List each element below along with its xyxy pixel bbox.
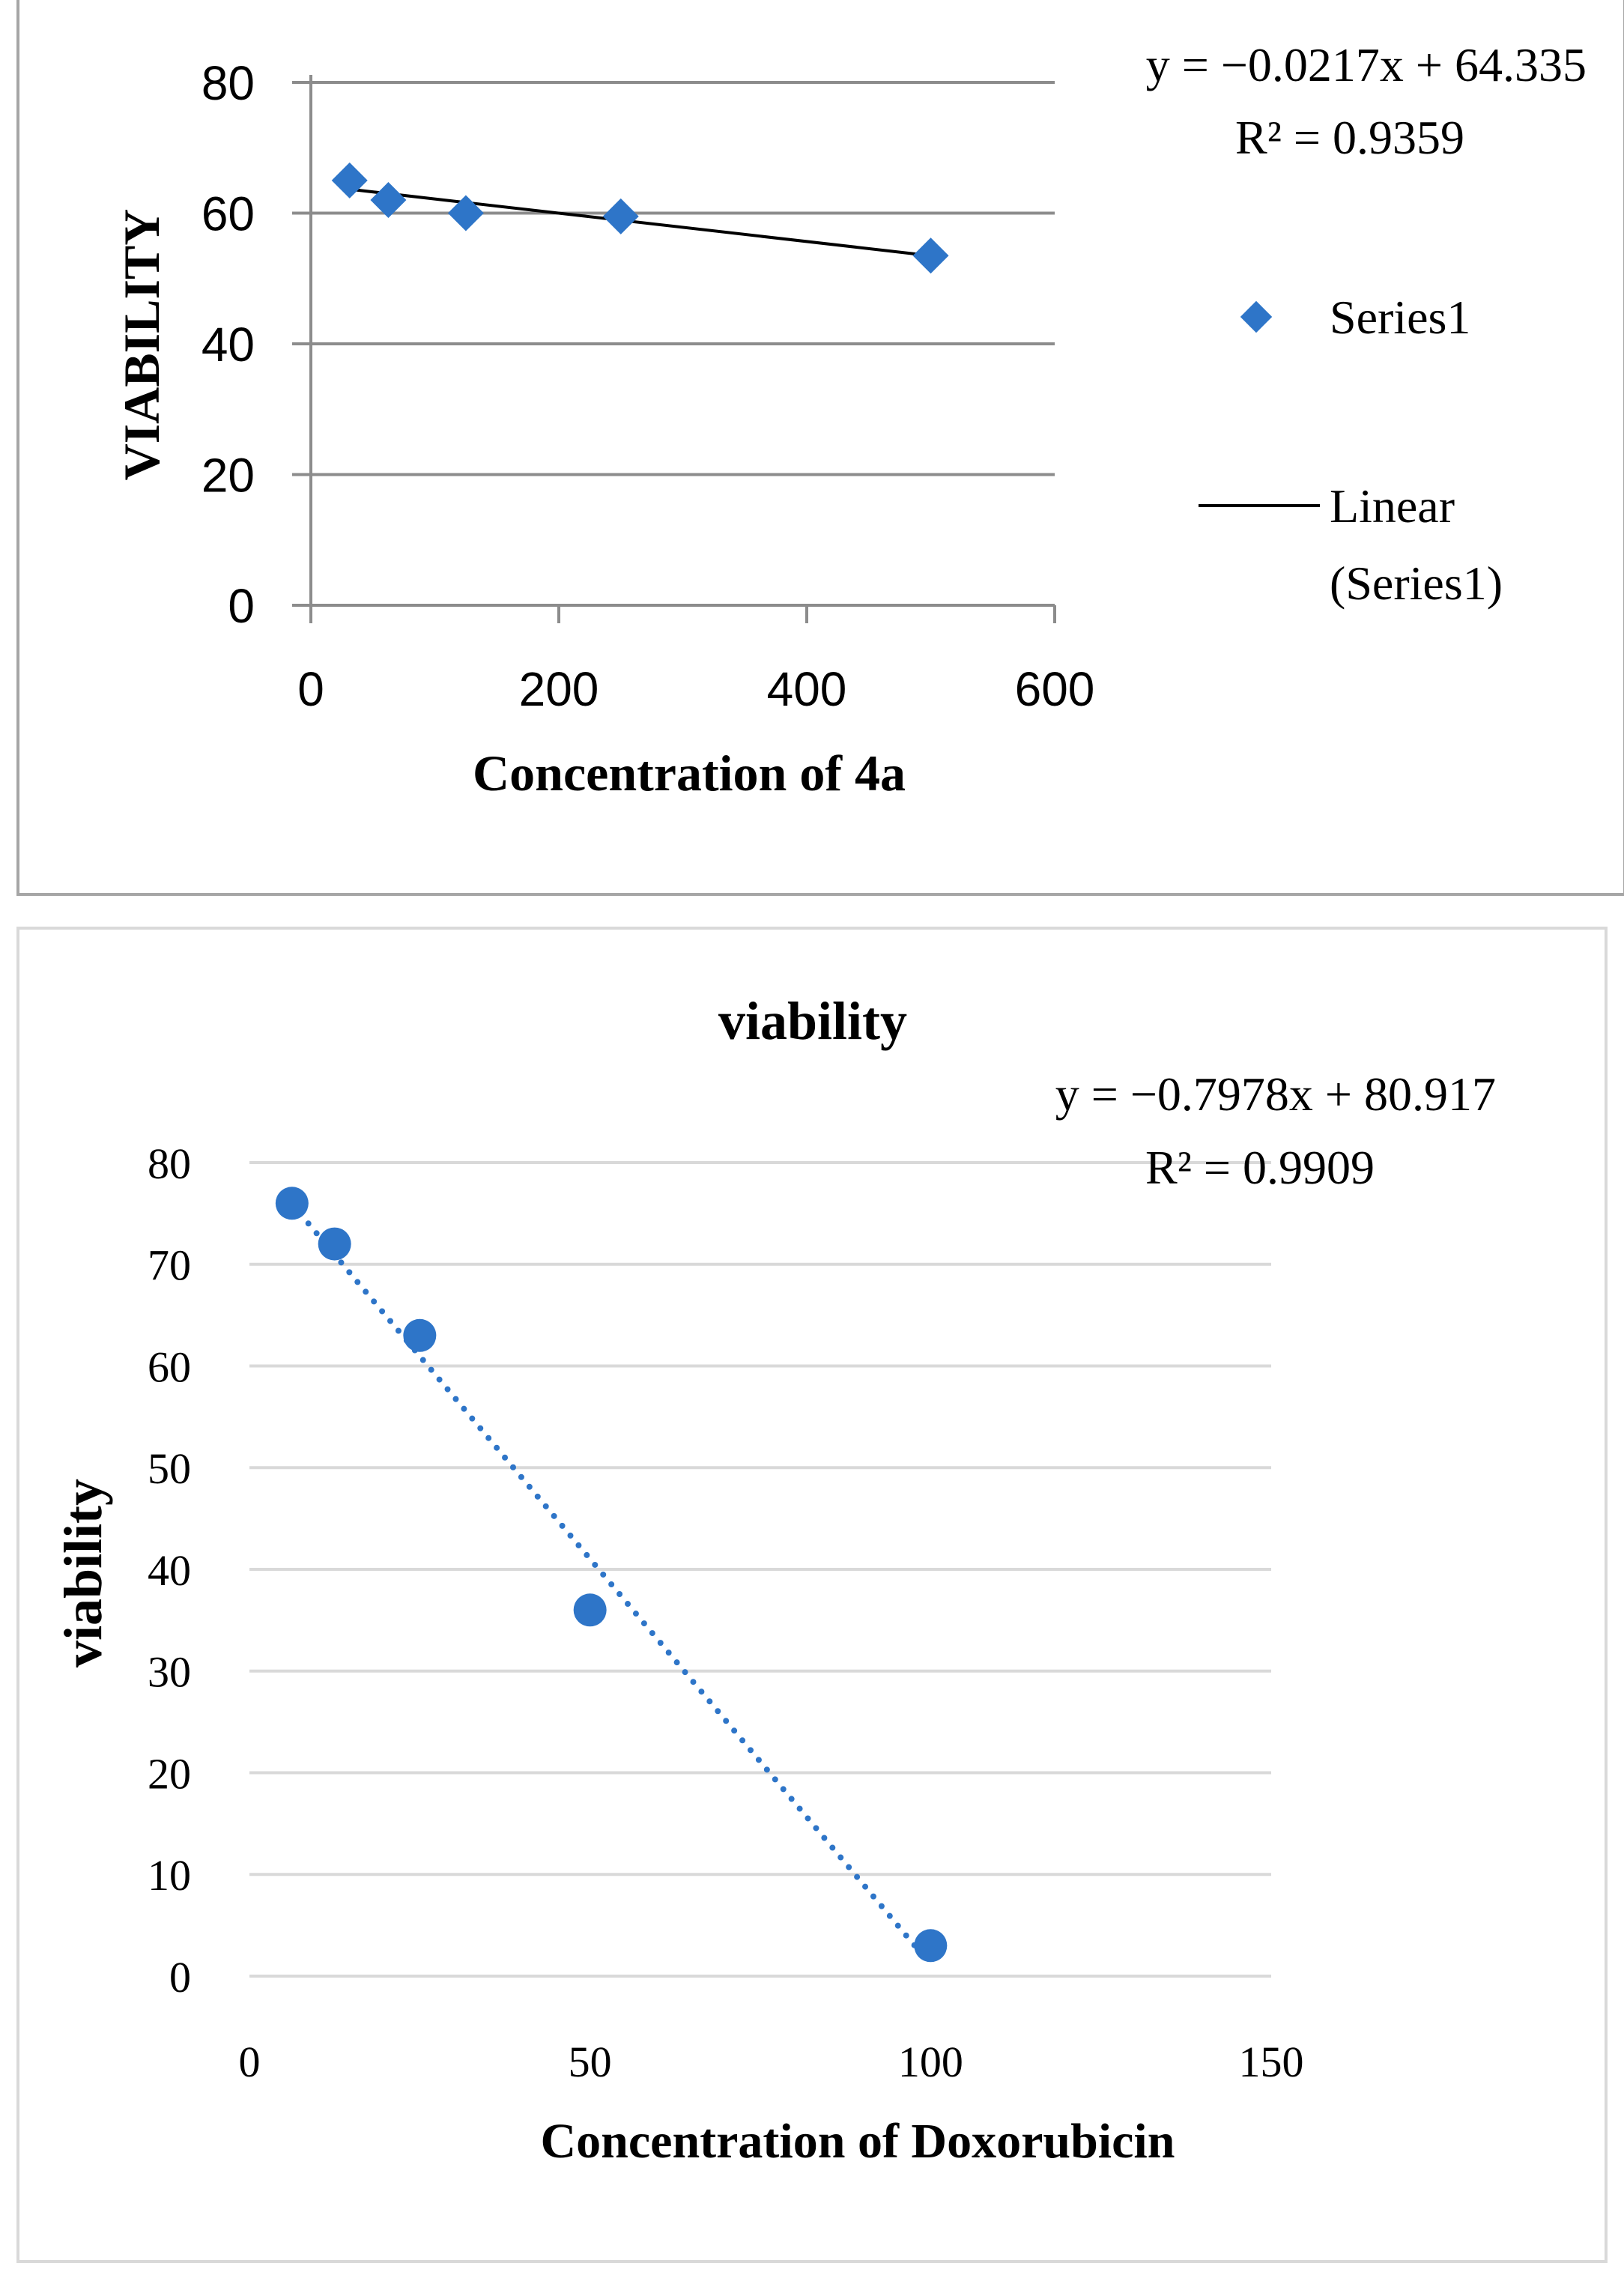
chart-2-x-tick-label: 150 [1239,2038,1304,2086]
chart-2: 0 10 20 30 40 50 60 70 80 0 50 100 150 viability Co… [16,927,1608,2263]
chart-2-x-tick-label: 100 [898,2038,963,2086]
chart-2-trendline [288,1201,934,1968]
chart-2-points [275,1187,948,1963]
chart-2-point [275,1187,309,1220]
chart-1-x-tick-labels: 0 200 400 600 [297,662,1094,716]
chart-1-x-tick-label: 200 [519,662,599,716]
chart-2-point [573,1593,607,1627]
chart-1-x-tick-label: 0 [297,662,324,716]
chart-1-frame [16,0,1624,896]
chart-2-gridlines [249,1161,1271,1876]
chart-2-y-tick-labels: 0 10 20 30 40 50 60 70 80 [148,1139,191,2002]
chart-1-x-tick-label: 400 [767,662,847,716]
chart-1-equation: y = −0.0217x + 64.335 [1146,38,1587,91]
chart-2-point [318,1227,351,1261]
chart-1-point [370,182,407,219]
chart-1-point [331,162,368,199]
chart-1-y-axis-label: VIABILITY [113,209,170,481]
chart-1-trendline-group [349,187,931,258]
chart-2-y-tick-label: 40 [148,1546,191,1595]
chart-2-y-tick-label: 60 [148,1342,191,1391]
chart-2-x-tick-label: 50 [569,2038,612,2086]
chart-1-points [331,162,949,274]
chart-2-frame [16,927,1608,2263]
chart-1-y-tick-label: 60 [202,187,255,241]
legend-linear-label: Linear [1330,479,1455,533]
chart-1-y-tick-label: 0 [228,579,255,633]
chart-1-point [912,237,949,274]
chart-1-point [447,195,484,231]
legend-series1-marker [1240,300,1273,333]
chart-2-x-tick-label: 0 [239,2038,261,2086]
chart-1-y-tick-labels: 0 20 40 60 80 [202,56,255,633]
chart-2-x-axis-label: Concentration of Doxorubicin [541,2114,1175,2169]
chart-2-x-tick-labels: 0 50 100 150 [239,2038,1304,2086]
chart-2-y-tick-label: 30 [148,1648,191,1697]
chart-1-x-axis-label: Concentration of 4a [473,745,906,802]
chart-2-y-tick-label: 80 [148,1139,191,1188]
chart-2-y-tick-label: 70 [148,1241,191,1290]
chart-2-equation: y = −0.7978x + 80.917 [1055,1067,1496,1121]
chart-2-title: viability [718,991,907,1051]
chart-2-point [914,1929,948,1963]
chart-2-y-tick-label: 10 [148,1851,191,1900]
chart-1-gridlines [292,81,1055,476]
chart-2-y-tick-label: 50 [148,1444,191,1493]
chart-1-y-tick-label: 20 [202,449,255,503]
chart-1-axes [292,75,1056,623]
chart-1-y-tick-label: 40 [202,318,255,372]
chart-1-x-tick-label: 600 [1015,662,1095,716]
chart-2-y-axis-label: viability [53,1479,113,1667]
chart-2-r-squared: R² = 0.9909 [1145,1141,1375,1194]
legend-linear-label-2: (Series1) [1330,557,1503,610]
chart-2-trendline-group [288,1201,934,1968]
chart-1: 0 20 40 60 80 0 200 400 600 Concentration of 4a… [16,0,1624,896]
chart-1-r-squared: R² = 0.9359 [1235,111,1464,164]
legend-series1-label: Series1 [1330,291,1470,344]
chart-2-point [403,1318,437,1352]
chart-2-y-tick-label: 0 [169,1953,191,2002]
chart-1-y-tick-label: 80 [202,56,255,110]
chart-1-point [602,198,639,234]
chart-1-legend: Series1 Linear (Series1) [1199,291,1503,610]
chart-1-trendline [349,187,931,258]
chart-2-y-tick-label: 20 [148,1749,191,1798]
